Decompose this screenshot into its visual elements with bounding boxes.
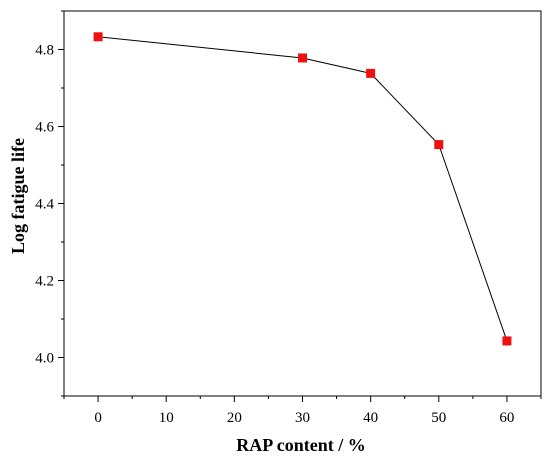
axes xyxy=(63,10,542,397)
y-tick-label: 4.6 xyxy=(35,120,54,136)
series-layer xyxy=(93,32,512,346)
data-point-marker xyxy=(434,140,444,150)
data-point-marker xyxy=(298,53,307,63)
x-tick-label: 60 xyxy=(499,410,514,426)
x-tick-label: 50 xyxy=(431,410,446,426)
x-axis-title: RAP content / % xyxy=(236,435,366,455)
data-point-marker xyxy=(366,68,376,78)
x-tick-label: 0 xyxy=(94,410,102,426)
data-point-marker xyxy=(93,32,103,42)
x-tick-label: 20 xyxy=(227,410,242,426)
y-ticks: 4.0 4.2 4.4 4.6 4.8 xyxy=(35,10,64,397)
x-tick-label: 30 xyxy=(295,410,310,426)
y-tick-label: 4.4 xyxy=(35,197,54,213)
y-tick-label: 4.0 xyxy=(35,351,54,367)
y-axis-title: Log fatigue life xyxy=(8,138,28,254)
x-tick-label: 40 xyxy=(363,410,378,426)
x-ticks: 0 10 20 30 40 50 60 xyxy=(63,396,542,426)
series-line xyxy=(98,36,508,342)
data-point-marker xyxy=(502,336,512,346)
plot-frame xyxy=(63,10,542,397)
x-tick-label: 10 xyxy=(159,410,174,426)
y-tick-label: 4.2 xyxy=(35,274,54,290)
y-tick-label: 4.8 xyxy=(35,43,54,59)
